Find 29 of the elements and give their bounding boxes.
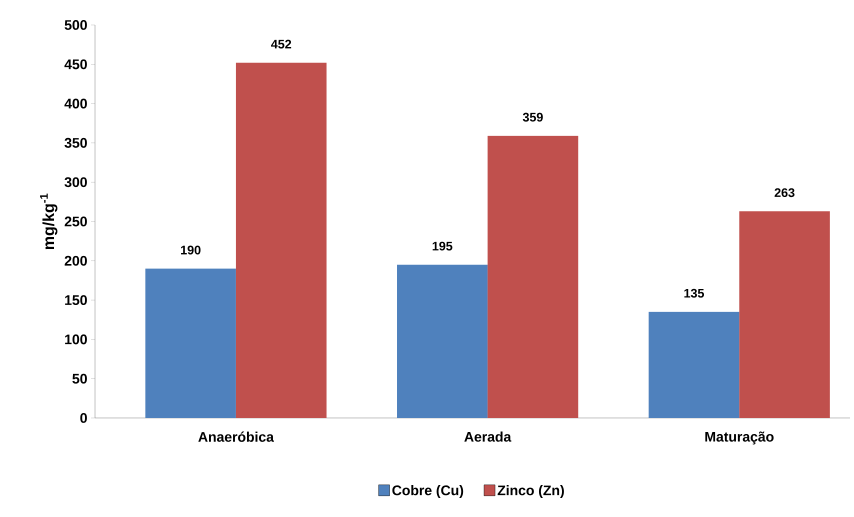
data-label: 359 [522, 112, 543, 122]
bar [488, 136, 578, 418]
y-tick-label: 100 [65, 334, 87, 344]
y-tick-label: 200 [64, 256, 87, 266]
data-label: 135 [684, 288, 704, 298]
y-tick-label: 350 [64, 138, 87, 148]
data-label: 263 [774, 188, 794, 198]
y-tick-label: 400 [64, 98, 87, 109]
data-label: 190 [181, 246, 201, 254]
y-tick-label: 500 [64, 20, 87, 30]
y-axis-title: mg/kg$^{-1}$ [40, 194, 58, 250]
y-tick-label: 300 [64, 177, 87, 188]
data-label: 452 [271, 40, 292, 49]
y-tick-label: 250 [64, 216, 87, 226]
y-tick-label: 150 [65, 295, 87, 306]
legend-label: Zinco (Zn) [498, 485, 564, 498]
y-tick-label: 50 [72, 374, 87, 384]
x-tick-label: Maturação [705, 431, 774, 444]
x-tick-label: Aerada [464, 432, 512, 442]
y-tick-label: 0 [80, 413, 87, 423]
bar [648, 312, 740, 418]
bar [145, 268, 236, 418]
bar [739, 211, 830, 418]
x-tick-label: Anaeróbica [198, 432, 274, 442]
bar [397, 264, 488, 418]
legend-label: Cobre (Cu) [392, 485, 464, 498]
y-tick-label: 450 [64, 59, 87, 70]
data-label: 195 [432, 242, 452, 251]
bar [236, 62, 327, 418]
